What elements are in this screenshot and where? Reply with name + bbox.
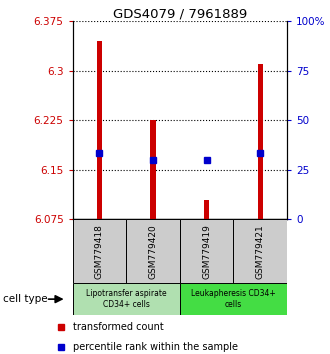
- Bar: [180, 283, 287, 315]
- Text: Lipotransfer aspirate
CD34+ cells: Lipotransfer aspirate CD34+ cells: [86, 290, 167, 309]
- Bar: [180, 219, 234, 283]
- Bar: [150, 120, 156, 219]
- Text: GSM779418: GSM779418: [95, 224, 104, 279]
- Bar: [258, 64, 263, 219]
- Bar: [204, 200, 209, 219]
- Bar: [97, 41, 102, 219]
- Text: GSM779421: GSM779421: [256, 224, 265, 279]
- Text: cell type: cell type: [3, 294, 48, 304]
- Title: GDS4079 / 7961889: GDS4079 / 7961889: [113, 7, 247, 20]
- Text: transformed count: transformed count: [73, 322, 164, 332]
- Bar: [126, 219, 180, 283]
- Bar: [73, 283, 180, 315]
- Text: Leukapheresis CD34+
cells: Leukapheresis CD34+ cells: [191, 290, 276, 309]
- Text: percentile rank within the sample: percentile rank within the sample: [73, 342, 238, 352]
- Bar: [234, 219, 287, 283]
- Text: GSM779420: GSM779420: [148, 224, 157, 279]
- Text: GSM779419: GSM779419: [202, 224, 211, 279]
- Bar: [73, 219, 126, 283]
